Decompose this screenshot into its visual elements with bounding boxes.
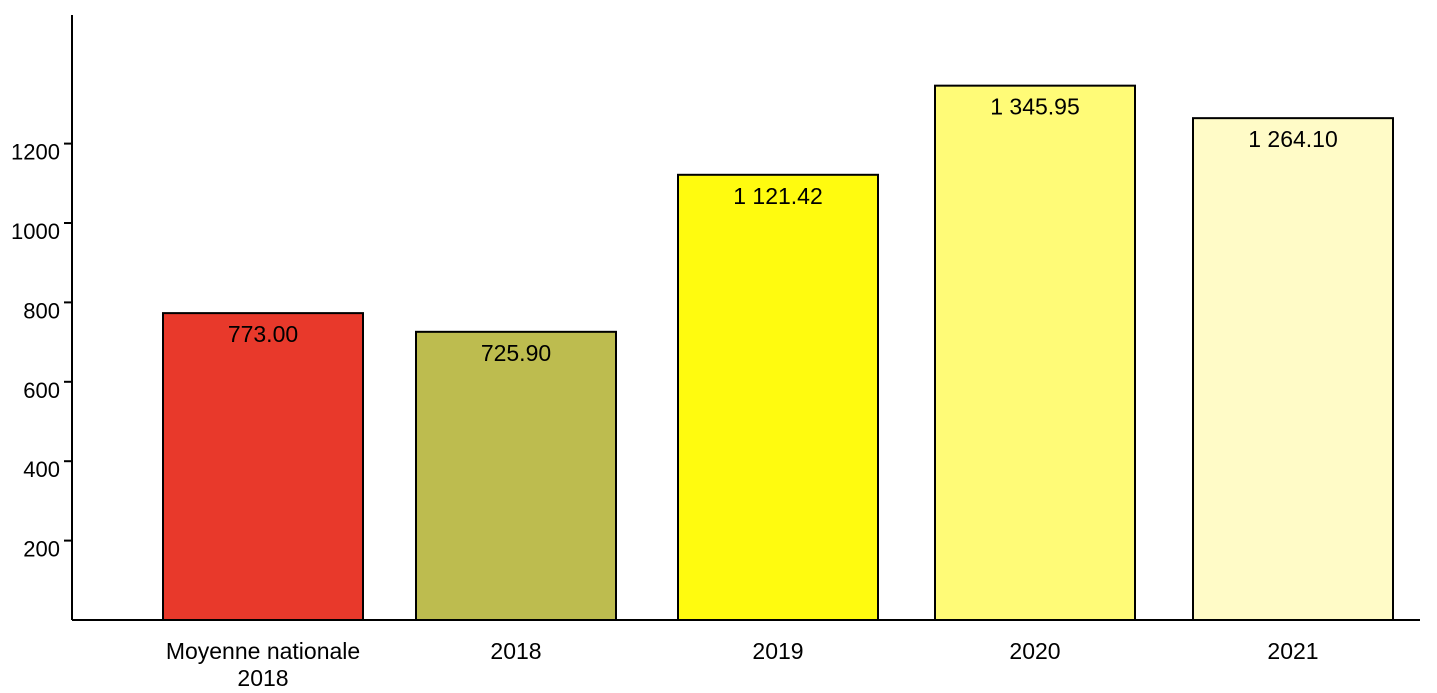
- data-label: 1 121.42: [733, 183, 823, 209]
- bar: [162, 312, 364, 621]
- x-tick-label: 2018: [237, 665, 288, 691]
- x-tick-label: 2018: [490, 638, 541, 664]
- bar: [934, 84, 1136, 622]
- data-label: 725.90: [481, 340, 551, 366]
- y-tick-label: 200: [23, 537, 60, 562]
- y-tick-label: 1000: [11, 219, 60, 244]
- bar: [415, 330, 617, 621]
- bars-group: [162, 84, 1394, 622]
- data-labels-group: 773.00 725.90 1 121.42 1 345.95 1 264.10: [228, 94, 1338, 366]
- y-tick-label: 1200: [11, 140, 60, 165]
- data-label: 1 264.10: [1248, 126, 1338, 152]
- bar: [1192, 117, 1394, 621]
- x-tick-label: 2019: [752, 638, 803, 664]
- data-label: 1 345.95: [990, 94, 1080, 120]
- y-tick-label: 600: [23, 378, 60, 403]
- data-label: 773.00: [228, 321, 298, 347]
- y-tick-label: 800: [23, 298, 60, 323]
- y-tick-label: 400: [23, 457, 60, 482]
- x-tick-label: 2020: [1009, 638, 1060, 664]
- x-tick-label: Moyenne nationale: [166, 638, 360, 664]
- x-tick-label: 2021: [1267, 638, 1318, 664]
- y-axis: 200 400 600 800 1000 1200: [11, 15, 73, 620]
- bar: [677, 173, 879, 621]
